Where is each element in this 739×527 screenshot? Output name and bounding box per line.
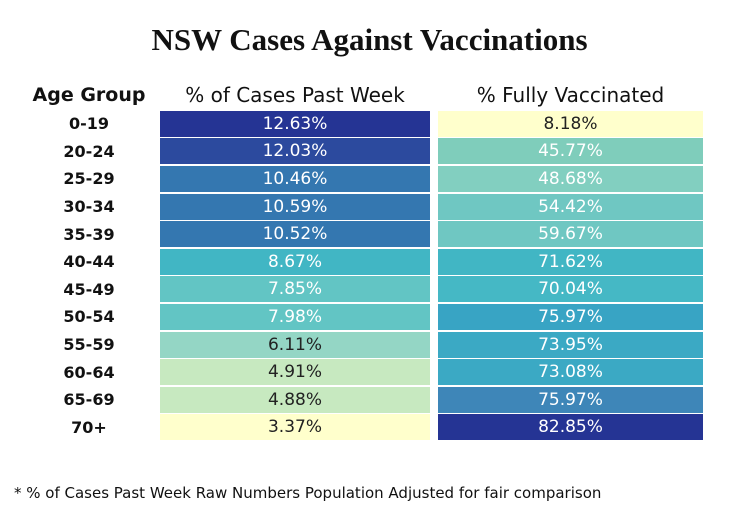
value-cell: 6.11% bbox=[160, 331, 430, 358]
age-group: 70+ bbox=[71, 417, 107, 437]
age-group: 25-29 bbox=[63, 169, 115, 189]
table-row: 30-34 10.59% 54.42% bbox=[18, 193, 703, 221]
column-header: % Fully Vaccinated bbox=[476, 83, 665, 107]
value-cell: 7.85% bbox=[160, 276, 430, 303]
value-cell: 12.63% bbox=[160, 110, 430, 137]
value-cell: 75.97% bbox=[438, 386, 703, 413]
column-header: Age Group bbox=[32, 84, 146, 106]
header-row: Age Group % of Cases Past Week % Fully Vac… bbox=[18, 80, 703, 110]
table-row: 35-39 10.52% 59.67% bbox=[18, 220, 703, 248]
footnote: * % of Cases Past Week Raw Numbers Popul… bbox=[14, 484, 602, 502]
value-cell: 7.98% bbox=[160, 303, 430, 330]
table-row: 20-24 12.03% 45.77% bbox=[18, 138, 703, 166]
age-group: 65-69 bbox=[63, 390, 115, 410]
age-group: 45-49 bbox=[63, 279, 115, 299]
value-cell: 48.68% bbox=[438, 165, 703, 192]
value-cell: 82.85% bbox=[438, 414, 703, 441]
table-row: 70+ 3.37% 82.85% bbox=[18, 414, 703, 442]
age-group: 60-64 bbox=[63, 362, 115, 382]
table-row: 55-59 6.11% 73.95% bbox=[18, 331, 703, 359]
value-cell: 4.88% bbox=[160, 386, 430, 413]
value-cell: 59.67% bbox=[438, 221, 703, 248]
age-group: 35-39 bbox=[63, 224, 115, 244]
value-cell: 54.42% bbox=[438, 193, 703, 220]
value-cell: 8.18% bbox=[438, 110, 703, 137]
table-row: 40-44 8.67% 71.62% bbox=[18, 248, 703, 276]
title: NSW Cases Against Vaccinations bbox=[151, 22, 588, 57]
age-group: 20-24 bbox=[63, 141, 115, 161]
value-cell: 10.46% bbox=[160, 165, 430, 192]
table-row: 25-29 10.46% 48.68% bbox=[18, 165, 703, 193]
value-cell: 10.59% bbox=[160, 193, 430, 220]
value-cell: 10.52% bbox=[160, 221, 430, 248]
age-group: 50-54 bbox=[63, 307, 115, 327]
column-header: % of Cases Past Week bbox=[185, 83, 405, 107]
table: Age Group % of Cases Past Week % Fully Vac… bbox=[18, 80, 703, 441]
age-group: 0-19 bbox=[68, 114, 110, 134]
table-row: 60-64 4.91% 73.08% bbox=[18, 358, 703, 386]
table-row: 65-69 4.88% 75.97% bbox=[18, 386, 703, 414]
value-cell: 70.04% bbox=[438, 276, 703, 303]
value-cell: 12.03% bbox=[160, 138, 430, 165]
value-cell: 75.97% bbox=[438, 303, 703, 330]
value-cell: 8.67% bbox=[160, 248, 430, 275]
table-row: 45-49 7.85% 70.04% bbox=[18, 276, 703, 304]
value-cell: 45.77% bbox=[438, 138, 703, 165]
value-cell: 73.08% bbox=[438, 359, 703, 386]
age-group: 55-59 bbox=[63, 335, 115, 355]
value-cell: 71.62% bbox=[438, 248, 703, 275]
value-cell: 3.37% bbox=[160, 414, 430, 441]
table-row: 0-19 12.63% 8.18% bbox=[18, 110, 703, 138]
table-row: 50-54 7.98% 75.97% bbox=[18, 303, 703, 331]
value-cell: 73.95% bbox=[438, 331, 703, 358]
age-group: 30-34 bbox=[63, 197, 115, 217]
value-cell: 4.91% bbox=[160, 359, 430, 386]
age-group: 40-44 bbox=[63, 252, 115, 272]
